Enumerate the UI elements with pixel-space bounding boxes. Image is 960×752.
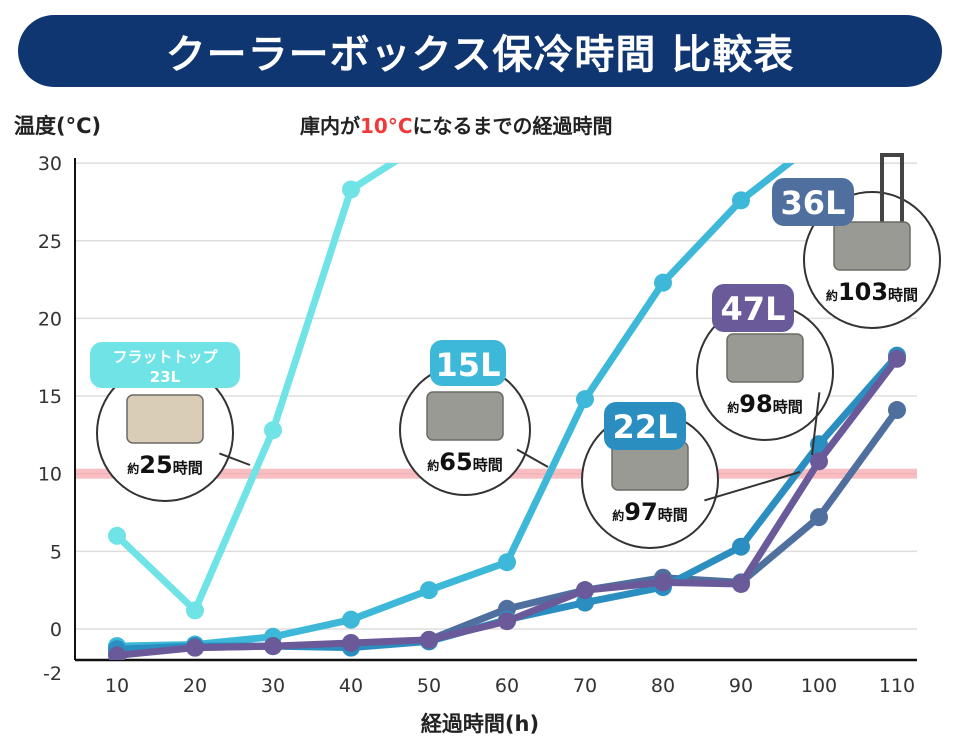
callout-label: 47L — [721, 290, 786, 328]
callout-pointer — [704, 471, 801, 502]
hours-value: 65 — [439, 448, 472, 476]
hours-suffix: 時間 — [173, 459, 203, 477]
callout-label: 36L — [781, 184, 846, 222]
x-tick-label: 110 — [879, 675, 915, 697]
chart-title: クーラーボックス保冷時間 比較表 — [18, 15, 942, 87]
x-tick-label: 20 — [183, 675, 207, 697]
data-point — [498, 612, 516, 631]
x-tick-label: 90 — [729, 675, 753, 697]
data-point — [186, 601, 204, 620]
data-point — [888, 401, 906, 420]
callout-pointer — [219, 452, 251, 466]
x-tick-label: 70 — [573, 675, 597, 697]
data-point — [420, 581, 438, 600]
callout-label: 22L — [613, 408, 678, 446]
data-point — [888, 349, 906, 368]
hours-prefix: 約 — [127, 461, 139, 476]
x-tick-label: 10 — [105, 675, 129, 697]
callout-47L: 47L 約98時間 — [696, 284, 834, 456]
data-point — [186, 638, 204, 657]
chart-subtitle: 庫内が10°Cになるまでの経過時間 — [300, 110, 613, 139]
data-point — [420, 630, 438, 649]
data-point — [810, 508, 828, 527]
y-tick-label: 30 — [38, 153, 62, 175]
data-point — [108, 646, 126, 660]
subtitle-post: になるまでの経過時間 — [412, 114, 613, 138]
cooler-icon — [126, 394, 204, 444]
hours-prefix: 約 — [826, 288, 838, 303]
data-point — [264, 421, 282, 440]
data-point — [654, 573, 672, 592]
series-47L — [108, 349, 906, 660]
data-point — [342, 610, 360, 629]
hours-value: 25 — [139, 451, 172, 479]
callout-label: 15L — [436, 346, 501, 384]
callout-hours: 約103時間 — [826, 278, 918, 306]
series-line — [116, 163, 795, 650]
hours-suffix: 時間 — [888, 286, 918, 304]
series-フラットトップ 23L — [108, 163, 400, 620]
y-tick-label: 15 — [38, 386, 62, 408]
data-point — [342, 180, 360, 199]
callout-hours: 約97時間 — [612, 498, 687, 526]
y-tick-label: 5 — [50, 541, 62, 563]
data-point — [810, 452, 828, 471]
data-point — [576, 593, 594, 612]
x-tick-label: 30 — [261, 675, 285, 697]
y-tick-label: -2 — [43, 663, 62, 685]
callout-pointer — [516, 448, 549, 468]
cooler-icon — [426, 391, 504, 441]
data-point — [108, 526, 126, 545]
y-tick-label: 20 — [38, 308, 62, 330]
callout-36L: 36L 約103時間 — [772, 153, 941, 329]
y-axis-label: 温度(°C) — [14, 114, 102, 138]
hours-suffix: 時間 — [773, 398, 803, 416]
callout-label-box — [430, 340, 506, 386]
data-point — [342, 633, 360, 652]
x-tick-label: 100 — [801, 675, 837, 697]
y-tick-label: 10 — [38, 464, 62, 486]
callout-hours: 約25時間 — [127, 451, 202, 479]
callout-label-2: 23L — [150, 368, 181, 386]
cooler-icon — [726, 333, 804, 383]
x-tick-label: 40 — [339, 675, 363, 697]
callout-hours: 約65時間 — [427, 448, 502, 476]
x-tick-label: 50 — [417, 675, 441, 697]
callout-pointer — [811, 392, 821, 456]
callout-label: フラットトップ — [112, 348, 218, 366]
hours-value: 98 — [739, 390, 772, 418]
hours-prefix: 約 — [427, 458, 439, 473]
y-tick-label: 25 — [38, 231, 62, 253]
data-point — [576, 581, 594, 600]
hours-value: 103 — [838, 278, 888, 306]
data-point — [732, 537, 750, 556]
callout-label-box — [712, 284, 794, 332]
y-tick-label: 0 — [50, 619, 62, 641]
data-point — [732, 574, 750, 593]
callout-label-box — [604, 402, 686, 450]
x-tick-label: 60 — [495, 675, 519, 697]
callout-15L: 15L 約65時間 — [399, 340, 549, 496]
callout-label-box — [772, 178, 854, 226]
callout-フラットトップ: フラットトップ 23L 約25時間 — [90, 342, 251, 502]
data-point — [576, 390, 594, 409]
data-point — [264, 637, 282, 656]
data-point — [498, 553, 516, 572]
hours-value: 97 — [624, 498, 657, 526]
hours-prefix: 約 — [727, 400, 739, 415]
cooler-icon — [833, 221, 911, 271]
hours-suffix: 時間 — [473, 456, 503, 474]
subtitle-highlight: 10°C — [360, 114, 413, 138]
callout-hours: 約98時間 — [727, 390, 802, 418]
data-point — [654, 273, 672, 292]
subtitle-pre: 庫内が — [300, 114, 360, 138]
hours-prefix: 約 — [612, 508, 624, 523]
x-axis-label: 経過時間(h) — [420, 712, 540, 736]
x-tick-label: 80 — [651, 675, 675, 697]
callout-label-box — [90, 342, 240, 388]
data-point — [732, 191, 750, 210]
hours-suffix: 時間 — [658, 506, 688, 524]
